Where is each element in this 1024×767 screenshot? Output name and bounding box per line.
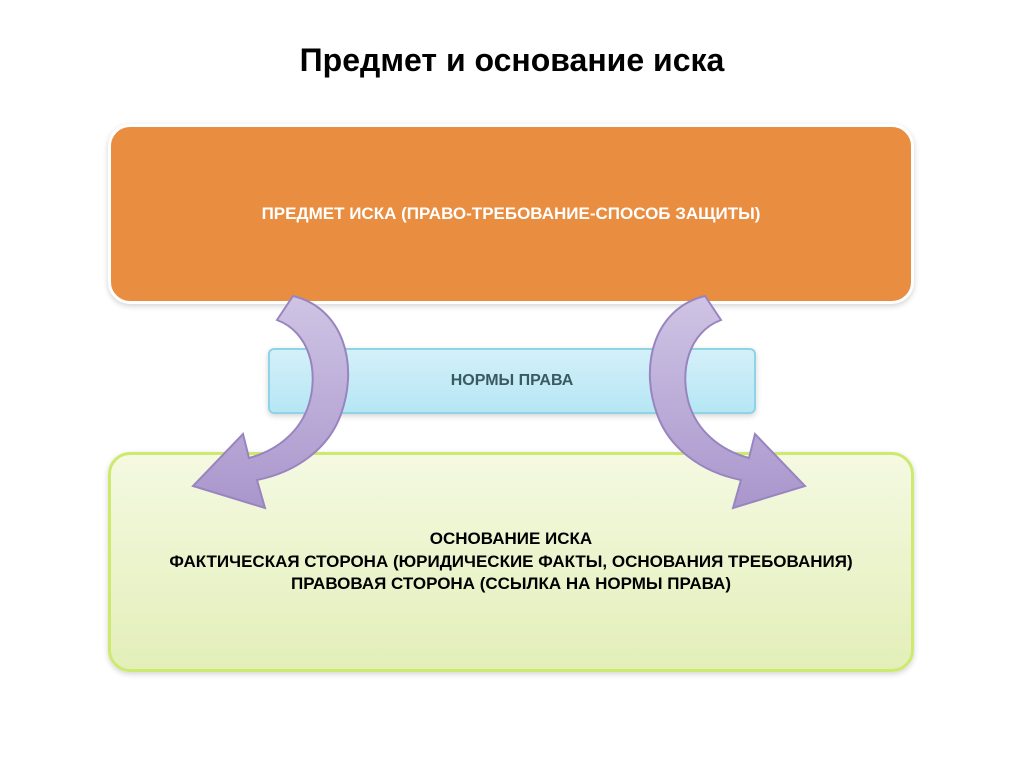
subject-box: ПРЕДМЕТ ИСКА (ПРАВО-ТРЕБОВАНИЕ-СПОСОБ ЗА…: [108, 124, 914, 304]
arrow-right: [620, 278, 830, 538]
subject-text: ПРЕДМЕТ ИСКА (ПРАВО-ТРЕБОВАНИЕ-СПОСОБ ЗА…: [244, 197, 779, 232]
norms-text: НОРМЫ ПРАВА: [433, 364, 592, 398]
arrow-right-icon: [620, 278, 830, 538]
arrow-left: [168, 278, 378, 538]
basis-line-2: ФАКТИЧЕСКАЯ СТОРОНА (ЮРИДИЧЕСКИЕ ФАКТЫ, …: [169, 551, 852, 574]
stage: Предмет и основание иска ПРЕДМЕТ ИСКА (П…: [0, 0, 1024, 767]
basis-line-3: ПРАВОВАЯ СТОРОНА (ССЫЛКА НА НОРМЫ ПРАВА): [169, 573, 852, 596]
page-title: Предмет и основание иска: [0, 42, 1024, 79]
arrow-left-icon: [168, 278, 378, 538]
